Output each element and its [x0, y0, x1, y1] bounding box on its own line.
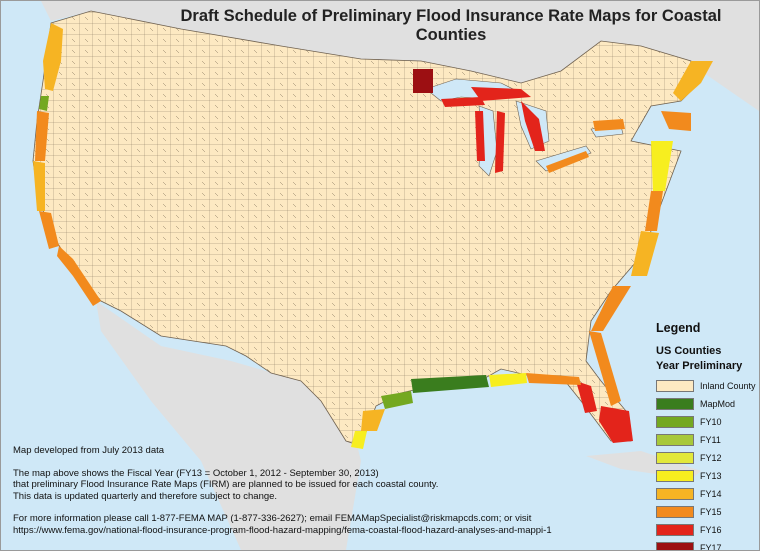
legend-label: FY13	[700, 471, 722, 481]
legend-swatch	[656, 488, 694, 500]
legend-label: FY10	[700, 417, 722, 427]
coast-tx-south	[351, 431, 367, 449]
legend-item-fy12: FY12	[656, 449, 756, 467]
us-landmass	[32, 10, 702, 447]
coast-mn-fy17	[413, 69, 433, 93]
legend-item-mapmod: MapMod	[656, 395, 756, 413]
legend-label: FY12	[700, 453, 722, 463]
legend-subheading: US Counties	[656, 345, 722, 357]
legend-swatch	[656, 398, 694, 410]
legend-swatch	[656, 524, 694, 536]
coast-ca-south	[57, 246, 101, 306]
description-line: This data is updated quarterly and there…	[13, 490, 278, 502]
legend-item-fy13: FY13	[656, 467, 756, 485]
source-line: Map developed from July 2013 data	[13, 445, 165, 456]
legend-heading: Legend	[656, 321, 701, 335]
coast-mi-east	[521, 101, 545, 151]
coast-ca-north	[33, 161, 45, 211]
coast-tx-mid	[361, 409, 385, 431]
legend-label: MapMod	[700, 399, 736, 409]
mexico-land	[96, 301, 361, 550]
legend-items: Inland County MapMod FY10 FY11 FY12 FY13…	[656, 377, 756, 551]
coast-wi-fy16	[441, 97, 485, 107]
legend-swatch	[656, 434, 694, 446]
coast-wa	[43, 23, 63, 91]
coast-sc-ga	[591, 286, 631, 331]
legend-item-fy11: FY11	[656, 431, 756, 449]
coast-la-ms	[411, 375, 489, 393]
coast-oh-erie	[546, 151, 589, 173]
coast-va-nc	[631, 231, 659, 276]
legend-swatch	[656, 470, 694, 482]
coast-mi-west	[495, 111, 505, 173]
coast-fl-panhandle	[526, 373, 581, 385]
coast-tx-north	[381, 391, 413, 409]
coast-wa-fy10	[39, 96, 49, 111]
legend-swatch	[656, 542, 694, 550]
legend-item-fy15: FY15	[656, 503, 756, 521]
legend-label: FY17	[700, 543, 722, 551]
coast-ca-mid	[39, 211, 59, 249]
legend-field: Year Preliminary	[656, 360, 743, 372]
legend-item-fy16: FY16	[656, 521, 756, 539]
coast-al	[489, 373, 527, 387]
legend-item-inland: Inland County	[656, 377, 756, 395]
coast-ny-ontario	[593, 119, 625, 131]
legend-item-fy17: FY17	[656, 539, 756, 551]
coast-or	[35, 111, 49, 161]
legend-label: FY16	[700, 525, 722, 535]
legend: Legend US Counties Year Preliminary Inla…	[656, 321, 756, 551]
legend-item-fy14: FY14	[656, 485, 756, 503]
legend-label: FY14	[700, 489, 722, 499]
legend-item-fy10: FY10	[656, 413, 756, 431]
coast-fl-east	[589, 331, 621, 406]
coast-fl-west	[576, 381, 597, 413]
contact-line: For more information please call 1-877-F…	[13, 513, 532, 524]
coast-fl-south	[599, 406, 633, 443]
legend-swatch	[656, 452, 694, 464]
description-line: that preliminary Flood Insurance Rate Ma…	[13, 479, 439, 490]
canada-land	[1, 1, 759, 111]
legend-label: FY15	[700, 507, 722, 517]
contact-url: https://www.fema.gov/national-flood-insu…	[13, 524, 552, 536]
map-info-text: Map developed from July 2013 data The ma…	[13, 445, 633, 536]
coast-de-md	[645, 191, 663, 231]
coast-me	[673, 61, 713, 101]
legend-label: Inland County	[700, 381, 756, 391]
description-line: The map above shows the Fiscal Year (FY1…	[13, 467, 379, 479]
coast-mi-upper	[471, 87, 531, 101]
legend-label: FY11	[700, 435, 721, 445]
coast-wi-east	[475, 111, 485, 161]
legend-swatch	[656, 416, 694, 428]
legend-swatch	[656, 380, 694, 392]
coast-ny-nj	[651, 141, 673, 191]
legend-swatch	[656, 506, 694, 518]
coast-ma	[661, 111, 691, 131]
map-title: Draft Schedule of Preliminary Flood Insu…	[180, 7, 722, 44]
